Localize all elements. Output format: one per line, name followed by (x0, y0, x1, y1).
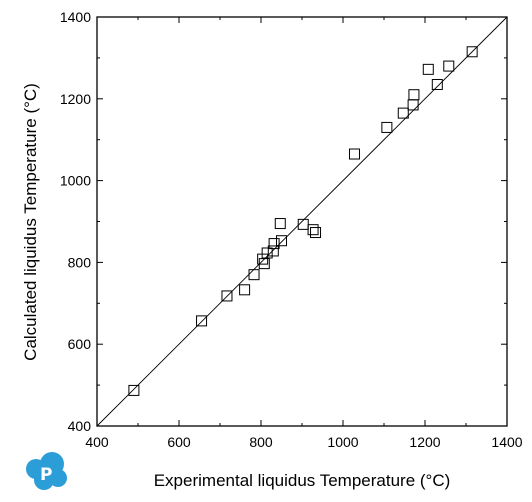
y-tick-label: 600 (68, 336, 92, 352)
data-points (128, 46, 478, 396)
cloud-logo-icon: P (26, 452, 67, 490)
data-point (258, 258, 270, 270)
data-point (307, 224, 319, 236)
data-point (239, 284, 251, 296)
plot-area-frame (96, 16, 508, 427)
data-point (274, 218, 286, 230)
data-point (268, 238, 280, 250)
data-point (267, 245, 279, 257)
data-point (407, 99, 419, 111)
logo-letter: P (40, 465, 52, 485)
x-axis-label: Experimental liquidus Temperature (°C) (154, 471, 451, 490)
x-tick-label: 400 (85, 434, 109, 450)
data-point (196, 315, 208, 327)
data-point (431, 78, 443, 90)
y-tick-label: 1200 (60, 91, 91, 107)
data-point (397, 107, 409, 119)
y-tick-label: 1400 (60, 9, 91, 25)
data-point (261, 247, 273, 259)
x-tick-label: 800 (249, 434, 273, 450)
data-point (408, 89, 420, 101)
data-point (422, 63, 434, 75)
data-point (466, 46, 478, 58)
data-point (443, 60, 455, 72)
x-tick-label: 1000 (327, 434, 358, 450)
x-tick-label: 1400 (491, 434, 522, 450)
y-tick-label: 800 (68, 254, 92, 270)
y-axis-label: Calculated liquidus Temperature (°C) (21, 83, 40, 361)
data-point (221, 290, 233, 302)
parity-line (96, 16, 508, 427)
y-tick-label: 400 (68, 418, 92, 434)
data-point (248, 269, 260, 281)
data-point (310, 227, 322, 239)
data-point (128, 384, 140, 396)
data-point (381, 121, 393, 133)
x-tick-label: 600 (167, 434, 191, 450)
y-tick-label: 1000 (60, 173, 91, 189)
data-point (276, 235, 287, 247)
data-point (348, 148, 360, 160)
x-tick-label: 1200 (409, 434, 440, 450)
tick-labels: 400 600 800 1000 1200 1400 400 600 800 1000 1200 14… (60, 9, 523, 450)
